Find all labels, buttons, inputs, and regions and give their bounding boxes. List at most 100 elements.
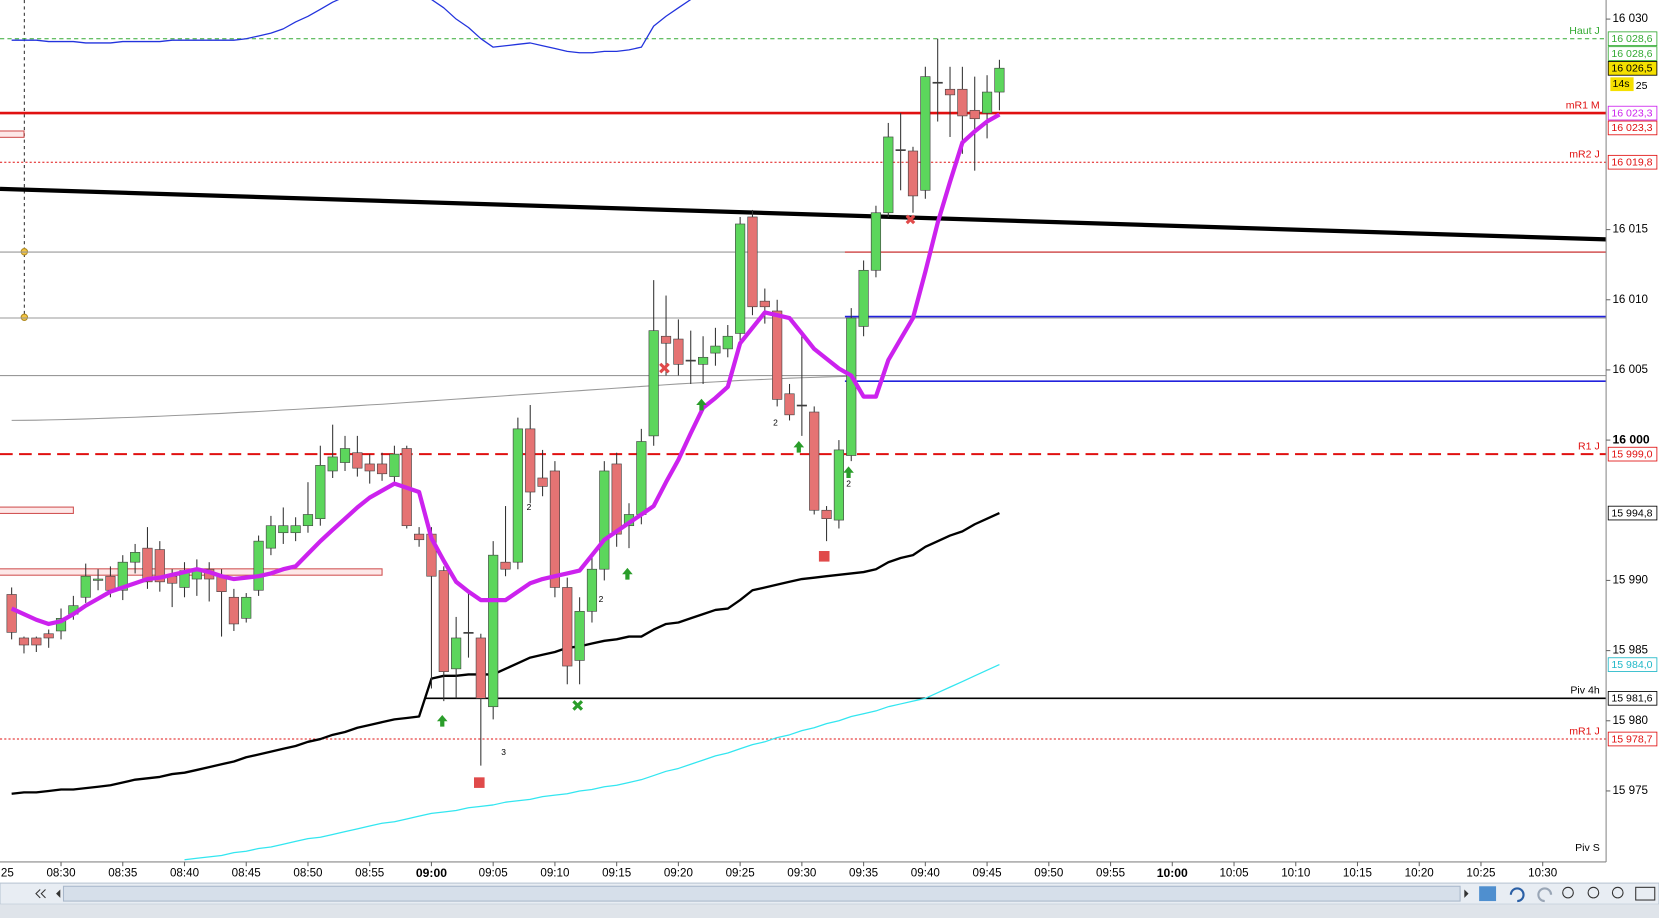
candle-body	[846, 317, 857, 456]
x-tick-label: 09:30	[787, 867, 817, 880]
candle-body	[228, 596, 239, 625]
scroll-forward[interactable]	[1464, 889, 1469, 898]
candle-body	[117, 561, 128, 591]
x-tick-label: 10:10	[1281, 867, 1311, 880]
x-tick-label: 08:40	[170, 867, 200, 880]
candle-body	[895, 149, 906, 151]
toolbar	[0, 882, 1659, 918]
candle-body	[722, 335, 733, 350]
candle-body	[18, 637, 30, 646]
buy-arrow	[793, 441, 805, 453]
candle-body	[241, 596, 252, 619]
buy-arrow	[696, 398, 707, 411]
zoom-out-icon[interactable]	[1587, 886, 1600, 899]
x-tick-label: 09:55	[1096, 867, 1125, 880]
candle-body	[994, 67, 1005, 93]
x-tick-label: 09:35	[849, 867, 878, 880]
indicator-line	[11, 511, 1000, 795]
candle-body	[698, 356, 709, 365]
price-tag-label: 15 978,7	[1611, 733, 1652, 745]
price-tag-label: 15 994,8	[1611, 507, 1652, 519]
level-label: mR1 J	[1569, 725, 1600, 737]
buy-arrow	[436, 714, 448, 727]
y-tick-label: 15 980	[1612, 714, 1648, 727]
candle-body	[660, 335, 672, 344]
status-strip	[0, 904, 1659, 918]
level-label: R1 J	[1578, 441, 1600, 453]
sell-square	[818, 551, 830, 562]
candle-body	[389, 453, 400, 477]
price-tag	[1607, 505, 1658, 521]
candle-body	[55, 618, 67, 632]
candle-body	[537, 477, 548, 487]
candle-body	[870, 212, 882, 271]
toolbar-icon[interactable]	[1479, 886, 1497, 902]
x-tick-label: 08:25	[0, 867, 14, 880]
candle-body	[438, 570, 449, 672]
undo-icon[interactable]	[1509, 887, 1525, 903]
candle-body	[105, 575, 116, 591]
y-tick-label: 15 975	[1612, 784, 1648, 797]
level-label: Haut J	[1569, 25, 1600, 37]
level-label: mR1 M	[1566, 100, 1600, 112]
candle-body	[376, 463, 388, 475]
signals: 2 2 2 2 3	[436, 214, 916, 788]
price-tag	[1607, 657, 1658, 672]
candle-body	[500, 561, 511, 570]
price-tag-label: 15 981,6	[1611, 693, 1652, 705]
candle-body	[339, 448, 351, 463]
candle-body	[6, 594, 17, 633]
candle-body	[944, 88, 956, 96]
x-tick-label: 09:05	[479, 867, 508, 880]
scroll-back[interactable]	[56, 889, 61, 898]
zoom-in-icon[interactable]	[1611, 886, 1624, 899]
x-tick-label: 09:50	[1034, 867, 1064, 880]
candle-body	[142, 547, 153, 583]
x-tick-label: 09:20	[664, 867, 694, 880]
scroll-track[interactable]	[62, 885, 1461, 902]
candle-body	[364, 463, 375, 472]
signal-count: 3	[501, 747, 506, 757]
y-tick-label: 15 990	[1612, 574, 1648, 587]
candle-body	[327, 456, 338, 472]
zone	[0, 130, 25, 138]
candle-body	[796, 404, 807, 407]
candle-body	[43, 633, 54, 639]
buy-arrow	[843, 466, 854, 479]
candle-body	[278, 525, 289, 534]
redo-icon[interactable]	[1537, 887, 1553, 903]
x-tick-label: 09:10	[540, 867, 570, 880]
scroll-fast-back[interactable]	[35, 889, 46, 899]
price-tag	[1607, 120, 1658, 136]
level-label: Piv S	[1575, 842, 1600, 854]
x-tick-label: 08:35	[108, 867, 137, 880]
candle-body	[80, 575, 91, 598]
candle-body	[685, 359, 696, 362]
x-tick-label: 10:25	[1466, 867, 1495, 880]
y-tick-label: 16 010	[1612, 293, 1648, 306]
x-tick-label: 09:40	[911, 867, 941, 880]
candle-body	[648, 330, 659, 437]
price-tag-label: 16 023,3	[1611, 122, 1652, 134]
x-tick-label: 08:45	[232, 867, 261, 880]
zoom-icon[interactable]	[1562, 886, 1574, 899]
price-tag	[1607, 446, 1658, 462]
plot-area	[0, 0, 1607, 861]
signal-count: 2	[846, 479, 851, 489]
signal-count: 2	[599, 594, 604, 604]
price-tag-label: 16 019,8	[1611, 157, 1652, 169]
candle-body	[932, 81, 943, 84]
candle-body	[352, 452, 363, 469]
anchor-dot	[20, 313, 29, 321]
price-tag	[1607, 61, 1658, 76]
candle-body	[858, 269, 869, 327]
x-tick-label: 10:20	[1405, 867, 1435, 880]
candle-body	[512, 428, 523, 563]
candle-body	[611, 463, 622, 535]
signal-count: 2	[527, 502, 532, 512]
grid-icon[interactable]	[1635, 886, 1656, 901]
candle-body	[969, 109, 980, 120]
candle-body	[130, 552, 141, 563]
y-tick-label: 16 000	[1612, 432, 1649, 446]
